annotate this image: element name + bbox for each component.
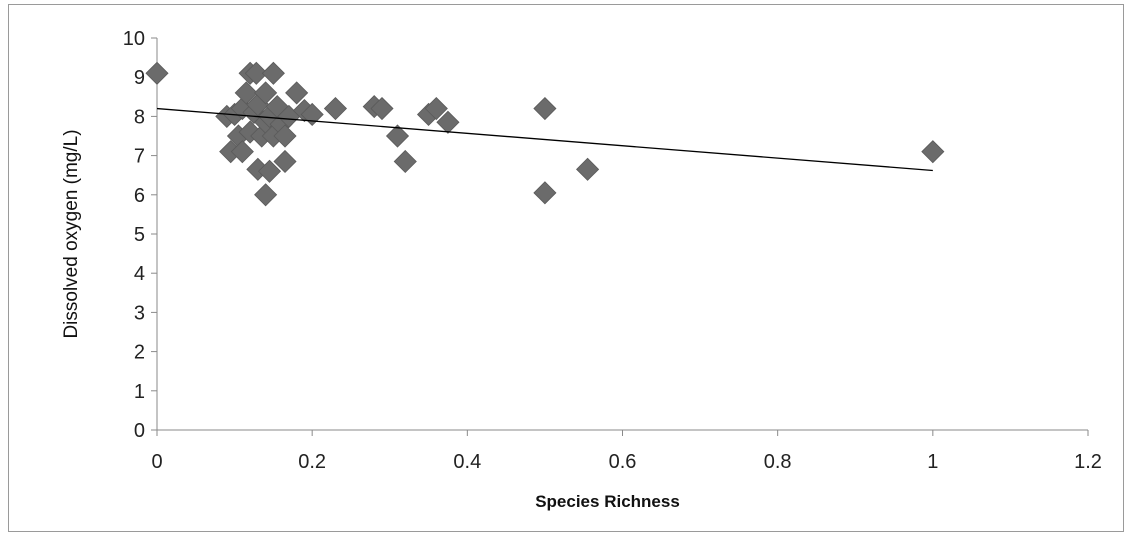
data-point — [323, 96, 348, 121]
y-tick-label: 5 — [134, 224, 145, 246]
y-tick-label: 9 — [134, 67, 145, 89]
data-point — [921, 140, 945, 164]
data-point — [254, 183, 278, 207]
y-tick-label: 10 — [123, 28, 145, 50]
x-axis-title: Species Richness — [535, 492, 680, 511]
plot-area: 0 1 2 3 4 5 6 7 8 9 10 0 0.2 0.4 0.6 0.8 1 1.2 — [123, 28, 1102, 473]
data-point — [273, 149, 297, 174]
data-point — [234, 81, 258, 105]
y-tick-label: 8 — [134, 106, 145, 128]
y-tick-label: 6 — [134, 185, 145, 207]
data-point — [257, 159, 282, 183]
x-tick-label: 0.8 — [764, 451, 792, 473]
x-tick-label: 1.2 — [1074, 451, 1102, 473]
data-point — [385, 124, 410, 148]
data-point — [436, 110, 460, 134]
data-point — [370, 96, 394, 121]
data-point — [254, 81, 278, 105]
x-tick-label: 0.4 — [453, 451, 481, 473]
x-tick-label: 0 — [151, 451, 162, 473]
data-point — [576, 157, 600, 181]
data-point — [230, 140, 254, 164]
data-point — [533, 96, 557, 121]
data-point — [393, 149, 417, 174]
x-tick-label: 0.2 — [298, 451, 326, 473]
y-tick-label: 7 — [134, 146, 145, 168]
y-tick-label: 0 — [134, 420, 145, 442]
y-tick-label: 3 — [134, 302, 145, 324]
trendline — [156, 107, 933, 172]
data-point — [244, 61, 268, 85]
y-tick-label: 4 — [134, 263, 145, 285]
data-point — [273, 124, 297, 148]
data-point — [145, 61, 169, 85]
data-point — [285, 81, 309, 105]
y-tick-label: 2 — [134, 342, 145, 364]
data-point — [424, 96, 448, 121]
data-point — [261, 61, 285, 85]
y-tick-label: 1 — [134, 381, 145, 403]
y-axis-title: Dissolved oxygen (mg/L) — [61, 129, 82, 338]
chart-frame — [8, 4, 1124, 532]
x-tick-label: 1 — [927, 451, 938, 473]
x-tick-label: 0.6 — [609, 451, 637, 473]
data-point — [533, 181, 557, 205]
